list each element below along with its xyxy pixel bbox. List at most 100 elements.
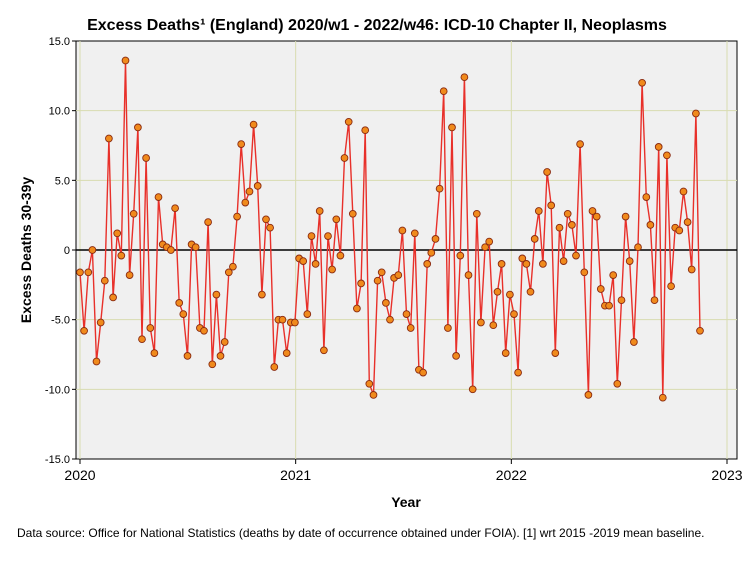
y-tick-label: 5.0 [55,175,70,187]
data-point [650,296,659,305]
data-point [687,265,696,274]
data-point [303,310,312,318]
data-point [642,193,651,201]
data-point [340,154,349,162]
data-point [134,123,142,132]
data-point [291,318,299,327]
data-point [638,78,646,87]
data-point [444,324,452,332]
data-point [551,349,560,357]
data-point [497,260,506,268]
data-point [526,287,535,296]
data-point [266,223,274,232]
y-axis-ticks: 15.0 10.0 5.0 0 -5.0 -10.0 -15.0 [45,36,76,466]
data-point [109,293,117,302]
data-point [464,271,473,279]
data-point [365,379,374,388]
data-point [518,254,527,263]
data-point [336,251,345,260]
data-point [485,237,494,246]
data-point [658,393,667,402]
x-axis-ticks: 2020 2021 2022 2023 [64,459,743,483]
data-point [237,140,246,148]
data-point [307,232,316,240]
y-tick-label: -5.0 [51,315,70,327]
data-point [179,310,188,318]
data-point [481,243,489,252]
data-point [278,315,287,324]
data-point [477,318,485,327]
data-point [555,223,564,232]
data-point [138,335,146,344]
data-point [353,304,361,313]
y-tick-label: -15.0 [45,454,70,466]
data-point [472,209,481,218]
y-tick-label: 15.0 [49,36,70,48]
data-point [171,204,179,213]
data-point [113,229,122,238]
data-point [386,315,394,324]
data-point [324,232,332,240]
data-point [253,182,262,190]
data-point [142,154,150,162]
data-point [448,123,456,132]
data-point [258,290,266,299]
data-point [625,257,634,265]
data-point [229,262,237,271]
data-point [630,338,638,346]
data-point [692,109,700,118]
data-point [216,352,225,360]
data-point [167,246,175,254]
data-point [315,207,324,215]
data-point [679,187,688,196]
data-point [357,279,365,288]
data-point [568,221,576,229]
data-point [175,299,184,307]
data-point [344,117,353,126]
data-point [183,352,192,360]
data-point [220,338,229,346]
data-point [452,352,460,360]
data-point [117,251,126,260]
data-point [398,226,407,235]
data-point [88,246,97,254]
data-point [204,218,212,226]
data-point [76,268,84,277]
data-point [373,276,382,285]
data-point [249,120,258,129]
data-point [146,324,155,332]
data-point [191,243,200,252]
data-point [584,391,593,399]
data-point [501,349,510,357]
data-point [233,212,241,221]
data-point [224,268,233,277]
data-point [576,140,584,148]
data-point [596,285,605,293]
y-tick-label: 0 [64,245,70,257]
data-point [332,215,341,224]
data-point [605,301,613,310]
data-point [80,326,88,335]
data-point [460,73,469,82]
data-point [328,265,336,274]
data-point [667,282,675,291]
data-point [431,235,440,243]
data-point [382,299,390,307]
data-point [262,215,270,224]
data-point [663,151,671,160]
y-tick-label: 10.0 [49,106,70,118]
data-point [696,326,704,335]
data-points [76,56,704,402]
data-point [506,290,514,299]
data-point [121,56,130,65]
x-tick-label: 2022 [496,467,527,483]
data-point [592,212,601,221]
data-point [299,257,308,265]
data-point [580,268,589,277]
data-point [510,310,518,318]
y-axis-label: Excess Deaths 30-39y [18,177,34,324]
data-point [493,287,502,296]
data-point [105,134,113,143]
data-point [530,235,539,243]
